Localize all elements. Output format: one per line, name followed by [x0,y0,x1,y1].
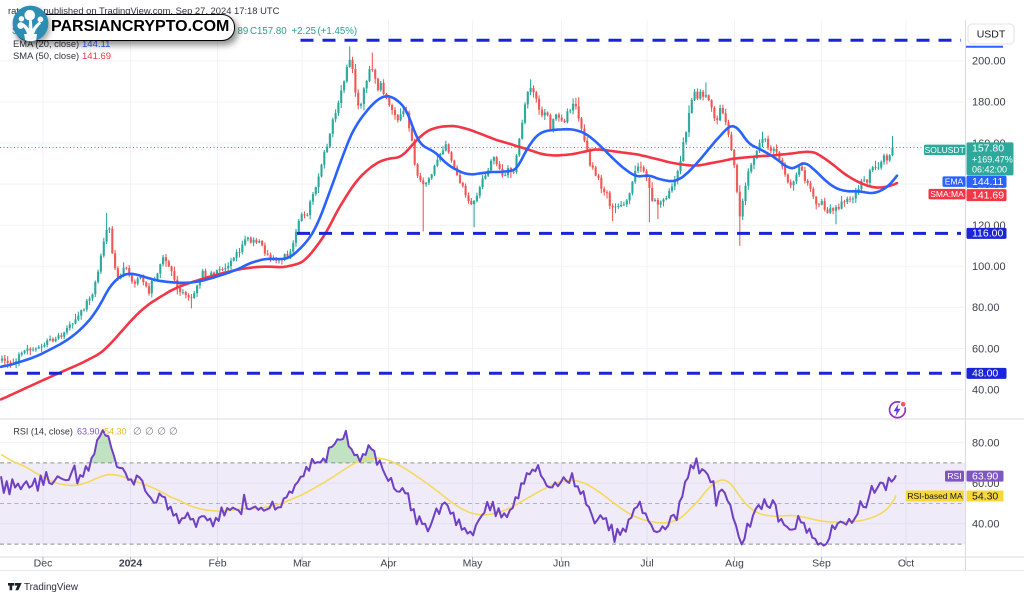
svg-text:100.00: 100.00 [972,261,1006,273]
svg-text:Dec: Dec [34,558,53,570]
svg-text:80.00: 80.00 [972,302,1000,314]
svg-text:06:42:00: 06:42:00 [972,165,1007,175]
svg-text:116.00: 116.00 [972,228,1003,240]
svg-text:89: 89 [238,26,249,37]
svg-text:USDT: USDT [977,29,1006,41]
svg-text:141.69: 141.69 [82,51,111,62]
svg-text:48.00: 48.00 [972,368,998,380]
svg-text:∅: ∅ [157,427,166,438]
svg-text:∅: ∅ [145,427,154,438]
svg-text:ratrader published on TradingV: ratrader published on TradingView.com, S… [8,5,280,16]
svg-text:Mar: Mar [293,558,312,570]
svg-text:Oct: Oct [898,558,914,570]
svg-text:63.90: 63.90 [77,426,100,436]
svg-text:SOLUSDT: SOLUSDT [925,145,965,155]
svg-text:TradingView: TradingView [24,582,79,593]
svg-text:54.30: 54.30 [104,426,127,436]
svg-text:40.00: 40.00 [972,384,1000,396]
svg-text:60.00: 60.00 [972,343,1000,355]
svg-text:Jun: Jun [553,558,570,570]
svg-text:40.00: 40.00 [972,519,1000,531]
svg-text:141.69: 141.69 [972,189,1004,201]
svg-text:2024: 2024 [119,558,143,570]
svg-text:Sep: Sep [812,558,831,570]
svg-text:Jul: Jul [640,558,653,570]
svg-text:157.80: 157.80 [972,143,1004,155]
svg-text:C157.80: C157.80 [250,26,287,37]
svg-text:(+1.45%): (+1.45%) [318,26,358,37]
svg-text:+169.47%: +169.47% [972,154,1013,164]
svg-text:200.00: 200.00 [972,56,1006,68]
svg-text:∅: ∅ [169,427,178,438]
svg-text:Feb: Feb [208,558,226,570]
svg-text:144.11: 144.11 [972,176,1003,188]
svg-text:63.90: 63.90 [972,470,998,482]
svg-text:SMA (50, close): SMA (50, close) [13,50,79,61]
svg-text:+2.25: +2.25 [292,26,317,37]
svg-text:RSI-based MA: RSI-based MA [907,491,963,501]
svg-text:EMA: EMA [945,177,964,187]
svg-text:RSI: RSI [947,471,961,481]
svg-text:54.30: 54.30 [972,490,998,502]
svg-text:EMA (20, close): EMA (20, close) [13,38,79,49]
svg-text:SMA:MA: SMA:MA [930,189,964,199]
svg-text:144.11: 144.11 [82,39,110,50]
svg-text:80.00: 80.00 [972,437,1000,449]
svg-text:RSI (14, close): RSI (14, close) [13,426,73,436]
svg-text:∅: ∅ [133,427,142,438]
svg-text:Aug: Aug [725,558,744,570]
svg-text:Apr: Apr [380,558,397,570]
svg-text:May: May [463,558,484,570]
svg-text:180.00: 180.00 [972,97,1006,109]
